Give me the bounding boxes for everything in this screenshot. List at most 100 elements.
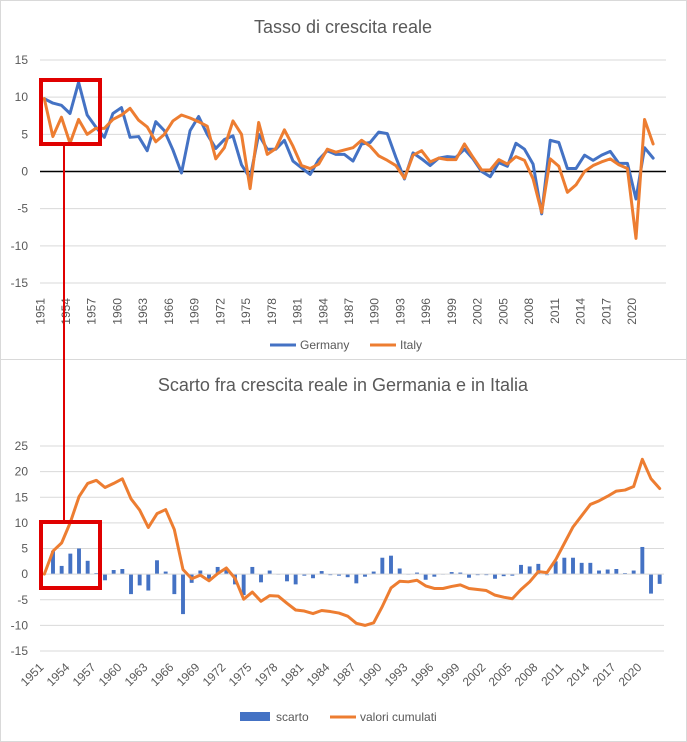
bar-1987 xyxy=(354,574,359,584)
bar-1981 xyxy=(302,574,307,576)
legend-label-cumulati: valori cumulati xyxy=(360,710,437,724)
x-tick-label: 2020 xyxy=(616,660,645,689)
y-tick-label: -10 xyxy=(11,239,29,253)
bar-2013 xyxy=(579,562,584,575)
series-line-valori-cumulati xyxy=(42,457,662,627)
growth-chart-title: Tasso di crescita reale xyxy=(254,17,432,37)
bar-1989 xyxy=(371,571,376,575)
x-tick-label: 1978 xyxy=(252,660,281,689)
bar-2000 xyxy=(467,574,471,578)
bar-1982 xyxy=(311,574,315,579)
bar-1990 xyxy=(380,557,385,575)
bar-1971 xyxy=(215,566,220,575)
bar-2022 xyxy=(657,574,662,584)
x-tick-label: 2005 xyxy=(496,298,510,325)
bar-1988 xyxy=(363,574,367,577)
x-tick-label: 1984 xyxy=(304,660,333,689)
series-line-italy xyxy=(42,97,655,240)
x-tick-label: 2020 xyxy=(625,298,639,325)
y-tick-label: 0 xyxy=(21,165,28,179)
growth-legend: Germany Italy xyxy=(270,338,422,352)
x-tick-label: 1999 xyxy=(445,298,459,325)
bar-1980 xyxy=(293,574,298,585)
bar-1995 xyxy=(423,574,428,580)
bar-2016 xyxy=(605,569,610,575)
x-tick-label: 1987 xyxy=(330,660,359,689)
bar-1998 xyxy=(449,572,454,575)
x-tick-label: 1951 xyxy=(33,298,47,325)
gap-chart-title: Scarto fra crescita reale in Germania e … xyxy=(158,375,529,395)
y-tick-label: -5 xyxy=(17,202,28,216)
bar-1966 xyxy=(172,574,177,595)
bar-2018 xyxy=(623,573,627,575)
x-tick-label: 1966 xyxy=(148,660,177,689)
bar-2010 xyxy=(553,561,558,575)
x-tick-label: 1981 xyxy=(291,298,305,325)
x-tick-label: 2008 xyxy=(512,660,541,689)
bar-2011 xyxy=(562,557,567,575)
bar-1969 xyxy=(198,570,203,575)
bar-2005 xyxy=(510,574,515,576)
x-tick-label: 2011 xyxy=(548,298,562,324)
x-tick-label: 2002 xyxy=(471,298,485,325)
y-tick-label: 10 xyxy=(15,90,29,104)
highlight-box-top xyxy=(39,78,102,146)
x-tick-label: 1990 xyxy=(368,298,382,325)
x-tick-label: 1954 xyxy=(44,660,73,689)
bar-1986 xyxy=(345,574,350,578)
x-tick-label: 1972 xyxy=(213,298,227,325)
bar-1961 xyxy=(129,574,133,595)
x-tick-label: 1975 xyxy=(226,660,255,689)
bar-1964 xyxy=(155,560,159,575)
bar-1960 xyxy=(120,569,125,575)
bar-1957 xyxy=(94,573,99,575)
legend-label-germany: Germany xyxy=(300,338,349,352)
bar-1999 xyxy=(458,572,463,575)
x-tick-label: 1975 xyxy=(239,298,253,325)
bar-1996 xyxy=(432,574,437,577)
bar-1984 xyxy=(328,574,333,576)
bar-2017 xyxy=(614,569,619,575)
bar-2003 xyxy=(493,574,497,579)
y-tick-label: -15 xyxy=(11,644,29,658)
growth-x-axis: 1951 1954 1957 1960 1963 1966 1969 1972 1975 1978… xyxy=(33,298,639,325)
x-tick-label: 1960 xyxy=(96,660,125,689)
highlight-annotation xyxy=(39,78,102,590)
bar-2015 xyxy=(597,570,601,575)
x-tick-label: 1984 xyxy=(316,298,330,325)
bar-2012 xyxy=(571,557,575,575)
bar-1963 xyxy=(146,574,151,591)
x-tick-label: 2005 xyxy=(486,660,515,689)
bar-1958 xyxy=(103,574,107,581)
gap-cumulative-line xyxy=(42,457,662,627)
legend-label-scarto: scarto xyxy=(276,710,309,724)
x-tick-label: 1996 xyxy=(419,298,433,325)
x-tick-label: 2014 xyxy=(564,660,593,689)
bar-1977 xyxy=(267,570,272,575)
bar-2006 xyxy=(519,564,523,575)
x-tick-label: 1993 xyxy=(382,660,411,689)
y-tick-label: 20 xyxy=(15,465,29,479)
bar-1956 xyxy=(85,560,90,575)
series-line-germany xyxy=(42,80,655,216)
bar-1991 xyxy=(389,555,393,575)
bar-2002 xyxy=(484,574,489,576)
y-tick-label: 15 xyxy=(15,490,29,504)
bar-1970 xyxy=(207,574,211,580)
x-tick-label: 1978 xyxy=(265,298,279,325)
gap-y-axis: 25 20 15 10 5 0 -5 -10 -15 xyxy=(11,439,29,658)
y-tick-label: 25 xyxy=(15,439,29,453)
bar-2004 xyxy=(501,574,506,577)
bar-1962 xyxy=(137,574,142,586)
bar-1955 xyxy=(77,548,81,575)
bar-1965 xyxy=(163,571,168,575)
bar-1992 xyxy=(397,568,402,575)
bar-1975 xyxy=(250,566,255,575)
bar-2008 xyxy=(536,563,541,575)
x-tick-label: 1990 xyxy=(356,660,385,689)
y-tick-label: -5 xyxy=(17,593,28,607)
legend-swatch-scarto xyxy=(240,712,270,721)
bar-2014 xyxy=(588,562,593,575)
